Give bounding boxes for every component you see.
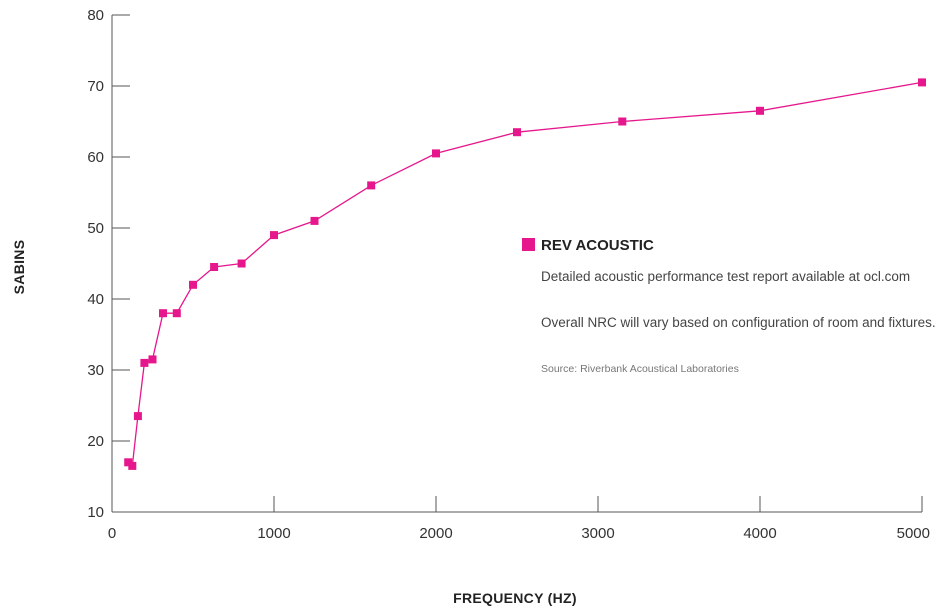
legend: REV ACOUSTIC Detailed acoustic performan…	[522, 237, 936, 375]
data-point	[210, 263, 219, 271]
series-layer	[124, 78, 926, 470]
source-text: Source: Riverbank Acoustical Laboratorie…	[541, 363, 739, 375]
data-point	[148, 355, 157, 364]
data-point	[133, 412, 142, 421]
data-point	[128, 461, 137, 470]
y-tick-label: 60	[87, 149, 104, 166]
data-point	[270, 231, 278, 240]
x-tick-label: 5000	[897, 525, 930, 542]
data-point	[189, 280, 197, 289]
y-tick-label: 30	[87, 362, 104, 379]
x-axis: 0 1000 2000 3000 4000 5000	[108, 496, 930, 542]
data-point	[367, 181, 376, 190]
y-tick-label: 50	[87, 220, 104, 237]
data-point	[310, 216, 319, 225]
data-point	[756, 106, 764, 115]
data-point	[432, 149, 440, 158]
data-point	[237, 259, 246, 268]
data-point	[618, 117, 627, 126]
y-tick-label: 40	[87, 291, 104, 308]
y-axis: 10 20 30 40 50 60 70 80	[87, 7, 130, 521]
y-tick-label: 80	[87, 7, 104, 24]
data-point	[172, 309, 181, 318]
y-tick-label: 70	[87, 78, 104, 95]
series-line	[127, 81, 923, 468]
x-axis-title: FREQUENCY (HZ)	[453, 590, 577, 606]
y-tick-label: 10	[87, 504, 104, 521]
x-tick-label: 3000	[581, 525, 614, 542]
x-tick-label: 0	[108, 525, 116, 542]
x-tick-label: 2000	[419, 525, 452, 542]
y-axis-title: SABINS	[11, 240, 27, 295]
x-tick-label: 1000	[257, 525, 290, 542]
x-tick-label: 4000	[743, 525, 776, 542]
data-point	[140, 358, 149, 367]
data-point	[159, 309, 167, 318]
y-tick-label: 20	[87, 433, 104, 450]
legend-series-name: REV ACOUSTIC	[541, 237, 654, 254]
data-point	[918, 78, 926, 87]
data-point	[124, 458, 133, 467]
data-point	[513, 128, 521, 137]
note-nrc: Overall NRC will vary based on configura…	[541, 315, 936, 330]
legend-swatch	[522, 238, 535, 251]
note-test-report: Detailed acoustic performance test repor…	[541, 269, 910, 284]
